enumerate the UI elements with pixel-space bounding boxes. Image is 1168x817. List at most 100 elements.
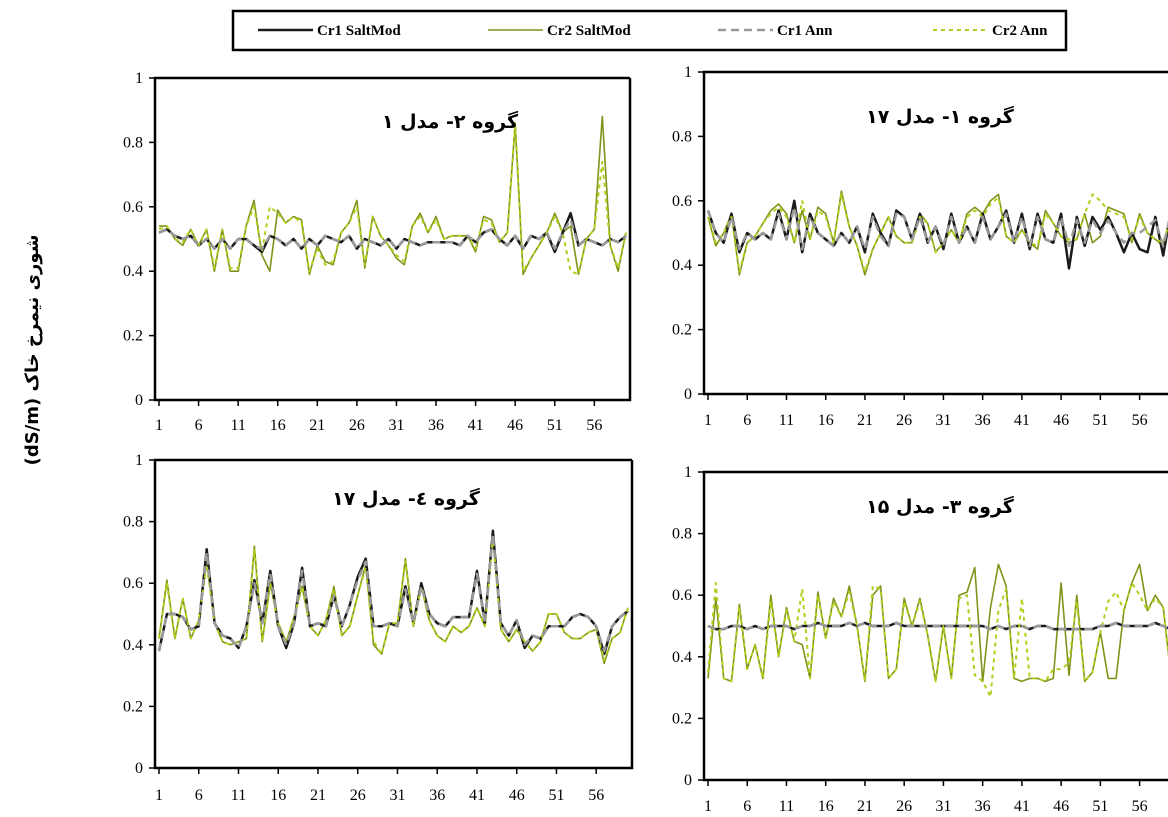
x-tick-label: 36 [975,412,991,429]
x-tick-label: 36 [428,417,444,434]
y-tick-label: 0 [684,772,692,789]
x-tick-label: 26 [896,798,912,815]
y-tick-label: 0 [135,392,143,409]
x-tick-label: 6 [743,412,751,429]
chart-panels: 00.20.40.60.811 6 11 16 21 26 31 36 41 46 51 56گروه… [123,64,1168,815]
x-tick-label: 56 [586,417,602,434]
y-tick-label: 0.6 [672,193,692,210]
y-tick-label: 0.6 [123,575,143,592]
x-tick-label: 11 [231,787,246,804]
legend: Cr1 SaltMod Cr2 SaltMod Cr1 Ann Cr2 Ann [231,9,1068,52]
y-tick-label: 0.6 [123,199,143,216]
y-tick-label: 0.8 [672,128,692,145]
series-line-cr1-saltmod [157,529,629,656]
y-tick-label: 0 [135,760,143,777]
x-tick-label: 21 [309,417,325,434]
y-tick-label: 1 [135,70,143,87]
x-tick-label: 46 [509,787,525,804]
series-line-cr2-saltmod [707,563,1168,683]
y-axis-label: شوری نیمرخ خاک (dS/m) [22,235,43,466]
legend-frame [231,9,1068,52]
series-line-cr2-ann [158,125,627,276]
x-tick-label: 26 [349,417,365,434]
x-tick-label: 16 [270,417,286,434]
x-tick-label: 31 [388,417,404,434]
series-line-cr1-ann [707,621,1168,631]
y-tick-label: 0.2 [123,698,143,715]
y-tick-label: 0.4 [123,637,143,654]
x-tick-label: 26 [350,787,366,804]
y-tick-label: 0.4 [672,649,692,666]
x-tick-label: 16 [818,798,834,815]
y-tick-label: 1 [135,452,143,469]
y-tick-label: 0.2 [672,710,692,727]
x-tick-label: 56 [1132,412,1148,429]
series-line-cr2-ann [707,193,1168,273]
x-tick-label: 51 [547,417,563,434]
series-line-cr1-ann [158,218,627,250]
x-tick-label: 31 [389,787,405,804]
x-tick-label: 51 [548,787,564,804]
x-tick-label: 51 [1092,412,1108,429]
series-line-cr2-ann [158,536,629,662]
x-tick-label: 26 [896,412,912,429]
x-tick-label: 51 [1092,798,1108,815]
x-tick-label: 11 [230,417,245,434]
x-tick-label: 1 [704,798,712,815]
legend-label-cr1-ann: Cr1 Ann [777,23,833,39]
x-tick-label: 1 [155,417,163,434]
x-tick-label: 36 [975,798,991,815]
series-line-cr1-ann [157,532,629,653]
panel-group1-model17: 00.20.40.60.811 6 11 16 21 26 31 36 41 46 51 56گروه… [672,64,1168,429]
panel-title: گروه ۱- مدل ۱۷ [866,105,1015,128]
y-tick-label: 0.4 [123,263,143,280]
x-tick-label: 6 [743,798,751,815]
series-line-cr2-ann [707,581,1168,698]
x-tick-label: 21 [310,787,326,804]
x-tick-label: 46 [507,417,523,434]
y-tick-label: 0.6 [672,587,692,604]
y-tick-label: 0 [684,386,692,403]
series-line-cr2-saltmod [159,115,627,276]
legend-label-cr1-saltmod: Cr1 SaltMod [317,23,401,39]
y-tick-label: 0.2 [672,322,692,339]
x-tick-label: 41 [469,787,485,804]
x-tick-label: 36 [429,787,445,804]
legend-label-cr2-ann: Cr2 Ann [992,23,1048,39]
panel-group3-model15: 00.20.40.60.811 6 11 16 21 26 31 36 41 46 51 56گروه… [672,464,1168,815]
x-tick-label: 16 [818,412,834,429]
panel-title: گروه ٤- مدل ۱۷ [332,487,481,510]
x-tick-label: 16 [270,787,286,804]
x-tick-label: 6 [195,417,203,434]
x-tick-label: 11 [779,798,794,815]
x-tick-label: 1 [155,787,163,804]
x-tick-label: 11 [779,412,794,429]
legend-label-cr2-saltmod: Cr2 SaltMod [547,23,631,39]
x-tick-label: 21 [857,798,873,815]
y-tick-label: 0.2 [123,328,143,345]
series-line-cr1-ann [706,205,1168,251]
x-tick-label: 41 [1014,798,1030,815]
x-tick-label: 31 [935,412,951,429]
x-tick-label: 41 [468,417,484,434]
x-tick-label: 41 [1014,412,1030,429]
y-tick-label: 0.8 [672,526,692,543]
x-tick-label: 31 [935,798,951,815]
y-tick-label: 1 [684,64,692,81]
x-tick-label: 56 [588,787,604,804]
x-tick-label: 1 [704,412,712,429]
y-tick-label: 0.8 [123,134,143,151]
x-tick-label: 6 [195,787,203,804]
panel-title: گروه ۳- مدل ۱۵ [866,495,1015,518]
y-tick-label: 1 [684,464,692,481]
y-tick-label: 0.4 [672,257,692,274]
panel-group4-model17: 00.20.40.60.811 6 11 16 21 26 31 36 41 46 51 56گروه… [123,452,634,804]
x-tick-label: 56 [1132,798,1148,815]
panel-group2-model1: 00.20.40.60.811 6 11 16 21 26 31 36 41 46 51 56گروه… [123,70,632,434]
series-line-cr1-saltmod [706,199,1168,270]
y-tick-label: 0.8 [123,514,143,531]
x-tick-label: 46 [1053,412,1069,429]
x-tick-label: 46 [1053,798,1069,815]
x-tick-label: 21 [857,412,873,429]
